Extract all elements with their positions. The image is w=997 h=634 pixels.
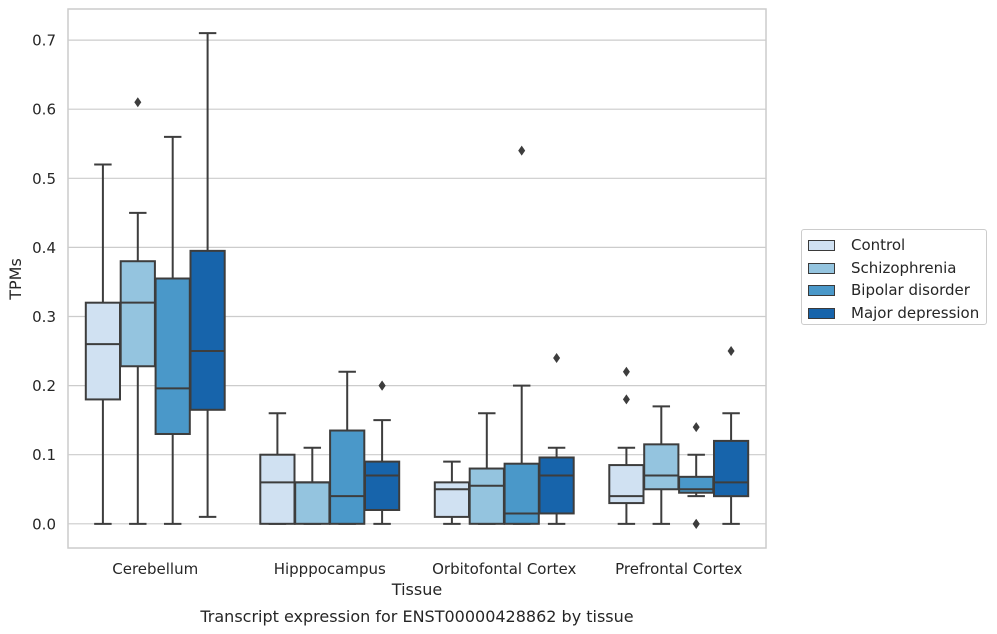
x-tick-label: Orbitofontal Cortex	[432, 560, 576, 578]
outlier-point	[622, 394, 630, 405]
legend-label-schizophrenia: Schizophrenia	[851, 259, 957, 277]
iqr-box	[538, 456, 575, 515]
box	[259, 412, 296, 525]
outlier-point	[692, 422, 700, 433]
y-tick-label: 0.1	[32, 446, 56, 464]
iqr-box	[712, 439, 750, 498]
x-tick-label: Hipppocampus	[274, 560, 386, 578]
outlier-point	[727, 346, 735, 357]
box-plot-series	[84, 32, 750, 529]
box	[468, 412, 505, 525]
box	[712, 346, 750, 525]
legend-item-schizophrenia: Schizophrenia	[808, 259, 956, 277]
iqr-box	[643, 443, 680, 491]
outlier-point	[692, 518, 700, 529]
x-axis-label: Tissue	[391, 580, 442, 599]
plot-frame	[67, 8, 767, 549]
iqr-box	[189, 249, 226, 411]
y-tick-label: 0.0	[32, 515, 56, 533]
legend-swatch-major-depression	[808, 307, 835, 319]
box	[538, 352, 575, 525]
legend-item-bipolar: Bipolar disorder	[808, 281, 970, 299]
iqr-box	[154, 277, 191, 435]
outlier-point	[622, 366, 630, 377]
y-tick-label: 0.6	[32, 101, 56, 119]
y-tick-label: 0.2	[32, 377, 56, 395]
legend-label-major-depression: Major depression	[851, 304, 980, 322]
series-major-depression	[189, 32, 750, 525]
y-tick-label: 0.3	[32, 308, 56, 326]
series-schizophrenia	[119, 97, 680, 525]
y-axis-label: TPMs	[6, 258, 25, 301]
legend: Control Schizophrenia Bipolar disorder M…	[801, 229, 987, 325]
iqr-box	[468, 467, 505, 525]
iqr-box	[363, 460, 401, 511]
legend-swatch-control	[808, 239, 835, 251]
x-tick-label: Cerebellum	[112, 560, 198, 578]
y-tick-label: 0.7	[32, 32, 56, 50]
x-axis-ticks: Cerebellum Hipppocampus Orbitofontal Corte…	[112, 560, 742, 578]
outlier-point	[553, 352, 561, 363]
legend-label-control: Control	[851, 236, 906, 254]
y-axis-ticks: 0.0 0.1 0.2 0.3 0.4 0.5 0.6 0.7	[32, 32, 56, 534]
iqr-box	[608, 464, 645, 505]
iqr-box	[433, 481, 471, 518]
box	[503, 145, 540, 525]
chart-title: Transcript expression for ENST0000042886…	[199, 607, 633, 626]
outlier-point	[134, 97, 142, 108]
iqr-box	[294, 481, 331, 525]
box	[119, 97, 156, 525]
legend-swatch-bipolar	[808, 284, 835, 296]
box	[154, 135, 191, 525]
box	[329, 370, 366, 525]
iqr-box	[119, 260, 156, 368]
outlier-point	[518, 145, 526, 156]
box	[294, 446, 331, 525]
series-bipolar-disorder	[154, 135, 715, 529]
box	[678, 422, 715, 529]
box	[643, 405, 680, 525]
box	[84, 163, 122, 525]
legend-item-major-depression: Major depression	[808, 304, 979, 322]
iqr-box	[259, 453, 296, 525]
legend-swatch-schizophrenia	[808, 262, 835, 274]
y-tick-label: 0.5	[32, 170, 56, 188]
legend-item-control: Control	[808, 236, 905, 254]
iqr-box	[503, 462, 540, 525]
iqr-box	[329, 429, 366, 525]
iqr-box	[84, 301, 122, 401]
legend-label-bipolar: Bipolar disorder	[851, 281, 970, 299]
box	[363, 380, 401, 525]
box	[189, 32, 226, 518]
box	[433, 460, 471, 525]
box	[608, 366, 645, 525]
iqr-box	[678, 475, 715, 494]
outlier-point	[378, 380, 386, 391]
x-tick-label: Prefrontal Cortex	[615, 560, 742, 578]
y-tick-label: 0.4	[32, 239, 56, 257]
